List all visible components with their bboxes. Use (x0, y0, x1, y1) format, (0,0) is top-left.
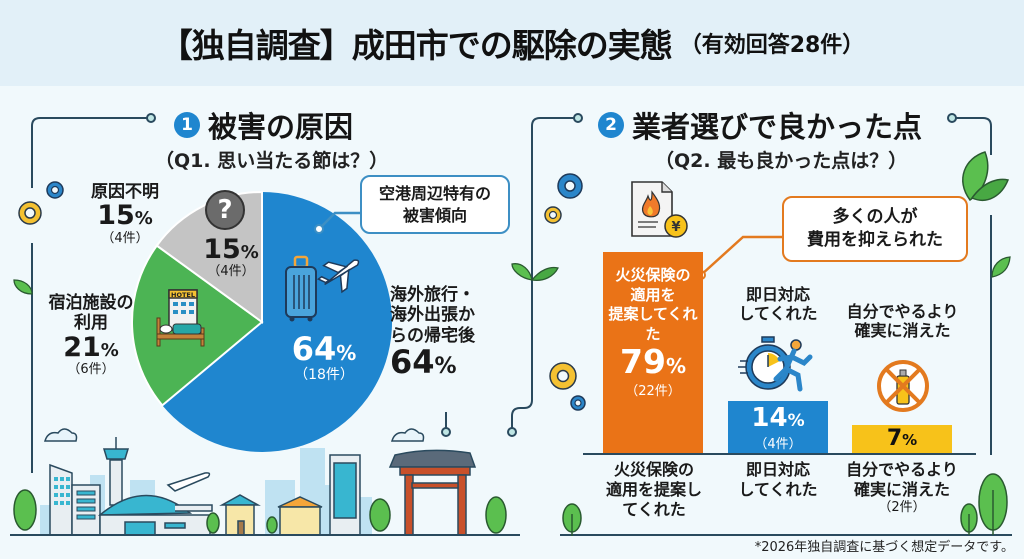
section2-question: （Q2. 最も良かった点は？） (655, 150, 908, 172)
page-subtitle: （有効回答28件） (679, 33, 865, 58)
gear-icons-right-bottom (549, 362, 586, 411)
callout-airport-trend: 空港周辺特有の 被害傾向 (360, 175, 510, 235)
page-title: 【独自調査】成田市での駆除の実態 (159, 26, 673, 65)
question-mark-icon: ? (205, 190, 245, 230)
bar-fire-insurance: 火災保険の 適用を 提案してくれた 79% （22件） (603, 252, 703, 453)
svg-text:HOTEL: HOTEL (171, 291, 195, 299)
bar-label-diy: 自分でやるより 確実に消えた (846, 302, 959, 341)
city-skyline-illustration (10, 428, 520, 536)
leaf-icon-left (13, 279, 33, 295)
tree-left-of-axis-labels (562, 503, 582, 536)
gear-icons-left-top (18, 181, 64, 225)
gear-icons-right-top (544, 173, 583, 224)
section1-heading: 1 被害の原因 (174, 104, 353, 146)
footnote: *2026年独自調査に基づく想定データです。 (754, 540, 1014, 555)
section2-title: 業者選びで良かった点 (632, 110, 923, 144)
leaf-icon-middle (511, 263, 559, 282)
section1-question: （Q1. 思い当たる節は？） (155, 150, 389, 172)
bar-same-day: 14% （4件） (728, 401, 828, 453)
header-banner: 【独自調査】成田市での駆除の実態 （有効回答28件） (0, 0, 1024, 86)
suitcase-airplane-icon (285, 255, 360, 322)
callout-cost-saving: 多くの人が 費用を抑えられた (782, 196, 968, 262)
label-unknown: 原因不明 15% （4件） (91, 182, 159, 246)
stopwatch-runner-icon (738, 336, 813, 392)
section1-number-badge: 1 (174, 112, 200, 138)
svg-text:¥: ¥ (671, 220, 680, 235)
bar-chart-baseline (583, 453, 976, 455)
fire-insurance-document-icon: ¥ (631, 181, 688, 238)
section2-heading: 2 業者選びで良かった点 (598, 104, 922, 146)
label-travel: 海外旅行・ 海外出張か らの帰宅後 64% (390, 285, 475, 382)
leaf-icon-right-small (991, 256, 1011, 278)
section1-title: 被害の原因 (208, 110, 354, 144)
leaf-icon-right (962, 151, 1010, 202)
bar-label-same-day: 即日対応 してくれた (738, 285, 818, 324)
callout-connector-1 (314, 211, 361, 234)
pie-label-travel-inside: 64% （18件） (291, 330, 357, 383)
axis-label-same-day: 即日対応 してくれた (738, 460, 818, 499)
pie-slice-travel (162, 192, 393, 452)
axis-label-fire-insurance: 火災保険の 適用を提案し てくれた (605, 460, 702, 519)
axis-label-diy: 自分でやるより 確実に消えた （2件） (846, 460, 958, 515)
trees-right-illustration (960, 473, 1008, 535)
pie-label-unknown-inside: 15% （4件） (203, 234, 259, 280)
callout-connector-2 (696, 235, 783, 280)
no-spray-icon (877, 360, 929, 412)
section2-number-badge: 2 (598, 112, 624, 138)
label-hotel: 宿泊施設の 利用 21% （6件） (48, 293, 134, 378)
hotel-bed-icon: HOTEL (156, 289, 205, 347)
bar-diy: 7% (852, 425, 952, 453)
